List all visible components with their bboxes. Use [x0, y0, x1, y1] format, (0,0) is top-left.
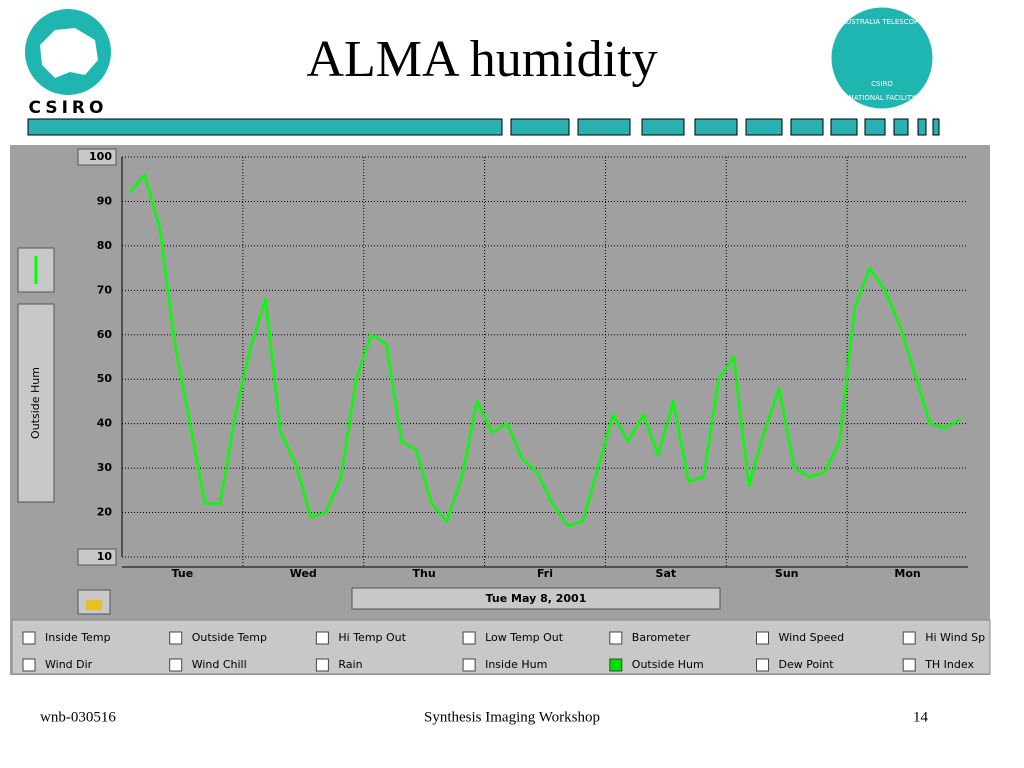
header-bar	[27, 118, 940, 136]
checkbox-label: Wind Dir	[45, 658, 93, 671]
checkbox-label: Wind Speed	[779, 631, 845, 644]
footer-right: 14	[913, 709, 929, 725]
x-tick-label: Tue	[172, 567, 194, 580]
x-tick-label: Sun	[775, 567, 799, 580]
logo-right-center: CSIRO	[871, 80, 893, 88]
checkbox[interactable]	[22, 658, 36, 672]
checkbox[interactable]	[315, 658, 329, 672]
x-tick-label: Sat	[656, 567, 677, 580]
checkbox-label: Inside Hum	[485, 658, 547, 671]
y-tick-label: 70	[97, 283, 113, 296]
x-tick-label: Mon	[894, 567, 920, 580]
checkbox[interactable]	[169, 631, 183, 645]
y-tick-label: 40	[97, 417, 113, 430]
y-tick-label: 60	[97, 328, 113, 341]
y-tick-label: 20	[97, 506, 113, 519]
footer-left: wnb-030516	[40, 709, 116, 725]
checkbox-label: Inside Temp	[45, 631, 111, 644]
checkbox[interactable]	[756, 631, 769, 645]
y-axis-label-box	[17, 303, 55, 503]
logo-left-text: CSIRO	[29, 98, 108, 118]
y-tick-label: 100	[89, 150, 112, 163]
checkbox-label: TH Index	[924, 658, 974, 671]
checkbox[interactable]	[756, 658, 769, 672]
lock-icon	[86, 600, 102, 610]
logo-right-top: AUSTRALIA TELESCOPE	[841, 18, 922, 26]
checkbox-label: Wind Chill	[192, 658, 247, 671]
checkbox[interactable]	[902, 658, 916, 672]
checkbox[interactable]	[462, 631, 476, 645]
checkbox[interactable]	[609, 631, 623, 645]
x-tick-label: Wed	[290, 567, 317, 580]
data-line	[128, 173, 962, 528]
logo-right-bottom: NATIONAL FACILITY	[849, 94, 917, 102]
checkbox[interactable]	[462, 658, 476, 672]
checkbox[interactable]	[315, 631, 329, 645]
checkbox-label: Hi Wind Sp	[925, 631, 985, 644]
checkbox[interactable]	[609, 658, 623, 672]
y-tick-label: 10	[97, 550, 113, 563]
slide-title: ALMA humidity	[306, 31, 657, 88]
checkbox-label: Low Temp Out	[485, 631, 564, 644]
date-bar	[351, 587, 721, 610]
checkbox-label: Rain	[338, 658, 362, 671]
checkbox-label: Dew Point	[779, 658, 835, 671]
y-axis-label: Outside Hum	[29, 367, 42, 439]
y-tick-label: 90	[97, 194, 113, 207]
x-tick-label: Fri	[537, 567, 553, 580]
y-tick-label: 50	[97, 372, 113, 385]
checkbox[interactable]	[902, 631, 916, 645]
checkbox-label: Outside Temp	[192, 631, 267, 644]
y-tick-label: 80	[97, 239, 113, 252]
x-tick-label: Thu	[413, 567, 436, 580]
y-tick-box	[77, 148, 117, 166]
checkbox[interactable]	[22, 631, 36, 645]
date-text: Tue May 8, 2001	[486, 592, 587, 605]
y-tick-label: 30	[97, 461, 113, 474]
checkbox-label: Outside Hum	[632, 658, 704, 671]
checkbox[interactable]	[169, 658, 183, 672]
logo-left-map	[40, 28, 98, 78]
logo-right-circle	[828, 4, 936, 112]
checkbox-label: Hi Temp Out	[338, 631, 406, 644]
y-tick-box	[77, 548, 117, 566]
footer-center: Synthesis Imaging Workshop	[424, 709, 600, 725]
checkbox-label: Barometer	[632, 631, 691, 644]
